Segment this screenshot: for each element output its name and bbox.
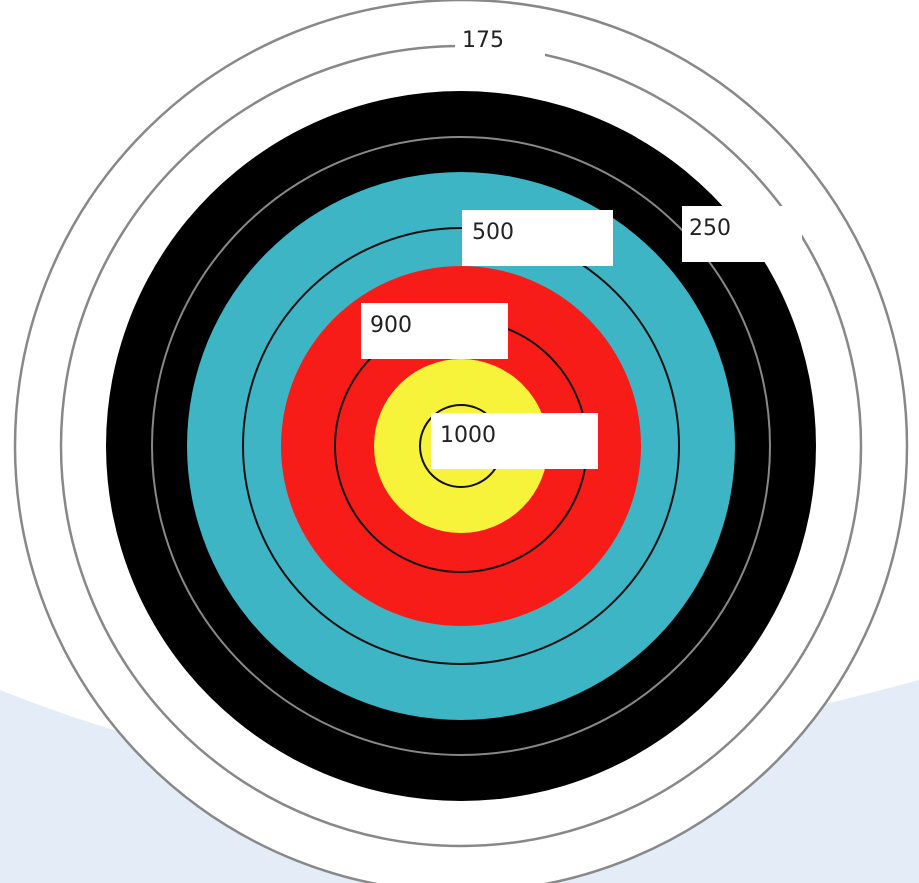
- score-label-250: 250: [682, 206, 802, 262]
- score-label-900: 900: [361, 303, 508, 359]
- blue-zone-divider: [242, 227, 680, 665]
- score-label-500: 500: [462, 210, 613, 266]
- black-zone-divider: [151, 136, 771, 756]
- score-label-175: 175: [455, 22, 545, 62]
- score-label-1000: 1000: [431, 413, 598, 469]
